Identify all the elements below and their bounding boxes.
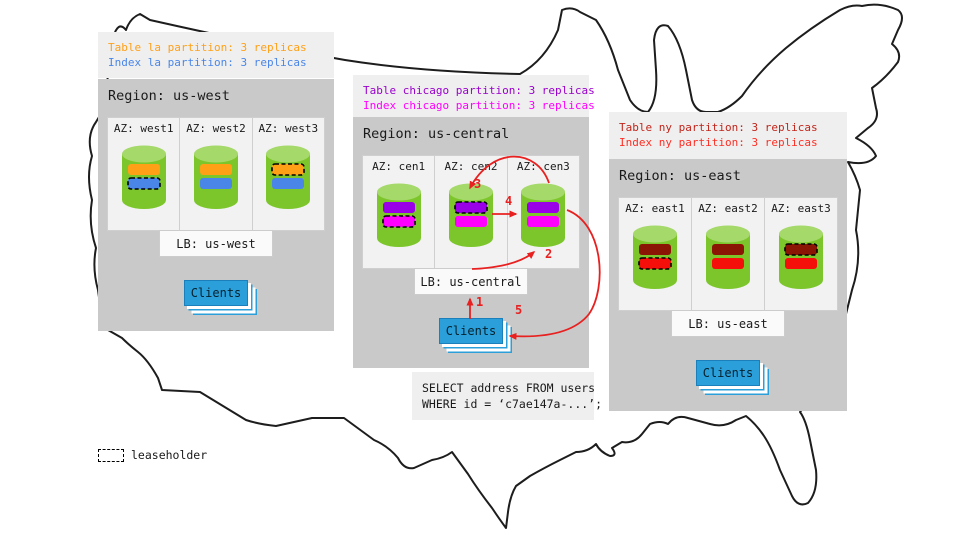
leaseholder-legend: leaseholder <box>98 448 207 462</box>
flow-step-1: 1 <box>476 295 484 309</box>
az-label: AZ: east3 <box>771 202 831 215</box>
load-balancer-us-west: LB: us-west <box>159 230 273 257</box>
az-cell-west1: AZ: west1 <box>107 117 181 231</box>
table-replica-bar <box>454 201 488 214</box>
az-label: AZ: east2 <box>698 202 758 215</box>
database-cylinder-icon <box>779 225 823 289</box>
region-us-west: Region: us-west AZ: west1 AZ: west2 <box>98 79 334 331</box>
az-cell-east3: AZ: east3 <box>764 197 838 311</box>
table-replica-bar <box>527 202 560 213</box>
az-label: AZ: west2 <box>186 122 246 135</box>
region-title: Region: us-west <box>108 88 230 104</box>
database-cylinder-icon <box>706 225 750 289</box>
leaseholder-label: leaseholder <box>131 448 208 462</box>
database-cylinder-icon <box>376 183 421 247</box>
flow-step-2: 2 <box>545 247 553 261</box>
sql-line-1: SELECT address FROM users <box>422 381 596 395</box>
table-replica-bar <box>271 163 306 176</box>
az-cell-cen3: AZ: cen3 <box>506 155 580 269</box>
leaseholder-dashed-box-icon <box>98 448 124 462</box>
table-replica-bar <box>199 164 232 175</box>
index-replica-bar <box>785 258 817 269</box>
region-title: Region: us-east <box>619 168 741 184</box>
callout-index-line: Index la partition: 3 replicas <box>108 56 307 69</box>
index-replica-bar <box>527 216 560 227</box>
az-label: AZ: east1 <box>625 202 685 215</box>
az-label: AZ: west1 <box>113 122 174 135</box>
az-row: AZ: west1 AZ: west2 AZ: west3 <box>107 117 325 231</box>
az-label: AZ: cen2 <box>444 160 498 173</box>
clients-box-us-west: Clients <box>184 280 248 306</box>
callout-table-line: Table chicago partition: 3 replicas <box>363 84 595 97</box>
az-cell-cen1: AZ: cen1 <box>362 155 436 269</box>
callout-us-central: Table chicago partition: 3 replicas Inde… <box>353 75 595 117</box>
az-cell-east2: AZ: east2 <box>691 197 765 311</box>
az-cell-east1: AZ: east1 <box>618 197 692 311</box>
table-replica-bar <box>382 202 415 213</box>
region-us-central: Region: us-central AZ: cen1 AZ: cen2 <box>353 117 589 368</box>
region-title: Region: us-central <box>363 126 510 142</box>
table-replica-bar <box>784 243 818 256</box>
sql-line-2: WHERE id = ‘c7ae147a-...’; <box>422 397 603 411</box>
table-replica-bar <box>712 244 744 255</box>
az-label: AZ: west3 <box>258 122 319 135</box>
flow-step-4: 4 <box>505 194 513 208</box>
region-us-east: Region: us-east AZ: east1 AZ: east2 <box>609 159 847 411</box>
clients-box-us-east: Clients <box>696 360 760 386</box>
sql-query-box: SELECT address FROM users WHERE id = ‘c7… <box>412 372 603 420</box>
index-replica-bar <box>638 257 672 270</box>
az-label: AZ: cen1 <box>372 160 426 173</box>
callout-table-line: Table la partition: 3 replicas <box>108 41 307 54</box>
az-cell-west2: AZ: west2 <box>179 117 253 231</box>
database-cylinder-icon <box>266 145 311 209</box>
az-row: AZ: east1 AZ: east2 AZ: east3 <box>618 197 838 311</box>
us-map-path <box>88 3 903 529</box>
load-balancer-us-east: LB: us-east <box>671 310 785 337</box>
flow-step-5: 5 <box>515 303 523 317</box>
index-replica-bar <box>381 215 416 228</box>
index-replica-bar <box>199 178 232 189</box>
callout-index-line: Index ny partition: 3 replicas <box>619 136 818 149</box>
index-replica-bar <box>272 178 305 189</box>
callout-index-line: Index chicago partition: 3 replicas <box>363 99 595 112</box>
load-balancer-us-central: LB: us-central <box>414 268 528 295</box>
callout-table-line: Table ny partition: 3 replicas <box>619 121 818 134</box>
database-cylinder-icon <box>633 225 677 289</box>
table-replica-bar <box>639 244 671 255</box>
table-replica-bar <box>127 164 160 175</box>
index-replica-bar <box>126 177 161 190</box>
database-cylinder-icon <box>193 145 238 209</box>
az-label: AZ: cen3 <box>516 160 570 173</box>
database-cylinder-icon <box>521 183 566 247</box>
clients-box-us-central: Clients <box>439 318 503 344</box>
az-cell-west3: AZ: west3 <box>251 117 325 231</box>
callout-us-west: Table la partition: 3 replicas Index la … <box>98 32 334 78</box>
database-cylinder-icon <box>448 183 493 247</box>
index-replica-bar <box>454 216 487 227</box>
az-cell-cen2: AZ: cen2 <box>434 155 508 269</box>
database-cylinder-icon <box>121 145 166 209</box>
index-replica-bar <box>712 258 744 269</box>
callout-us-east: Table ny partition: 3 replicas Index ny … <box>609 112 847 159</box>
flow-step-3: 3 <box>474 177 482 191</box>
